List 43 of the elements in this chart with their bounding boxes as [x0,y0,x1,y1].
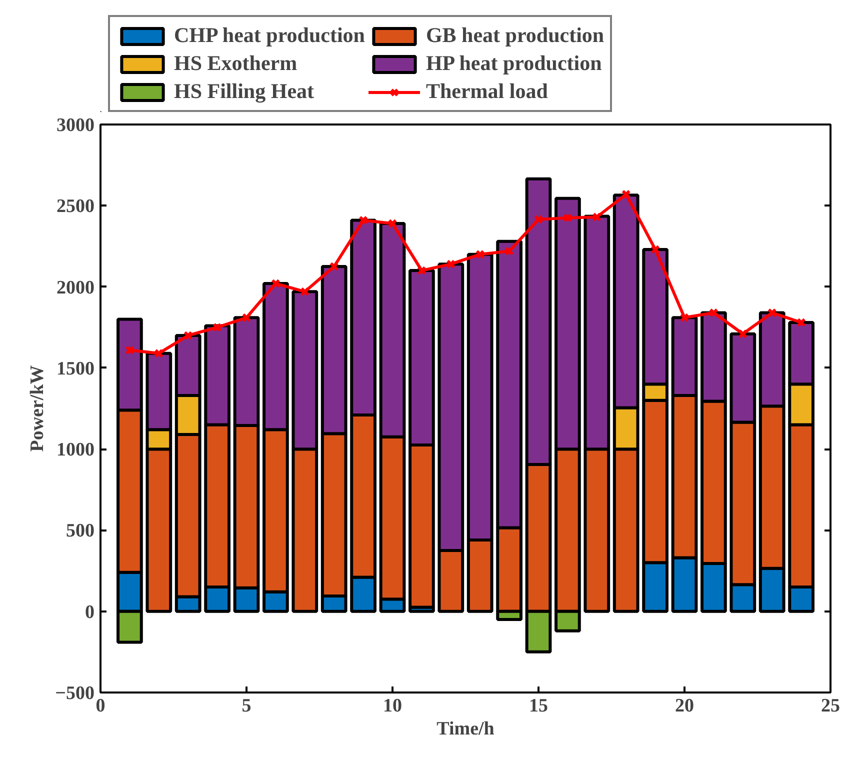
point [767,308,777,318]
point [621,190,631,199]
legend-label: HP heat production [426,51,602,76]
point [358,216,368,225]
y-tick-label: 500 [66,520,94,542]
point [212,322,222,332]
point [417,266,426,276]
point [475,250,485,260]
point [154,348,164,358]
y-tick-label: 1000 [56,440,94,461]
point [271,278,280,288]
point [650,244,660,254]
x-tick-label: 15 [529,696,548,716]
point [563,213,572,222]
x-tick-label: 5 [242,696,252,716]
legend-label: HS Filling Heat [174,79,314,104]
point [388,218,398,228]
x-axis-title: Time/h [436,718,495,740]
point [680,312,690,322]
legend-label: GB heat production [426,23,604,48]
point [300,286,310,296]
point [183,330,193,340]
x-tick-label: 10 [383,696,402,716]
y-tick-label: 0 [85,602,94,623]
legend-label: HS Exotherm [174,51,298,76]
legend-label: Thermal load [426,79,548,104]
point [446,259,456,269]
point [738,329,748,339]
y-tick-label: 1500 [56,358,94,380]
point [504,246,514,256]
y-tick-label: 2000 [56,277,94,298]
point [709,308,718,318]
y-axis-title: Power/kW [27,365,48,452]
y-tick-label: −500 [55,683,94,704]
y-tick-label: 2500 [56,196,94,218]
point [329,262,339,272]
point [534,214,544,224]
x-tick-label: 20 [675,696,694,716]
x-tick-label: 25 [821,696,840,716]
point [592,212,602,222]
legend-label: CHP heat production [174,23,365,48]
y-tick-label: 3000 [56,115,94,136]
point [242,312,252,322]
